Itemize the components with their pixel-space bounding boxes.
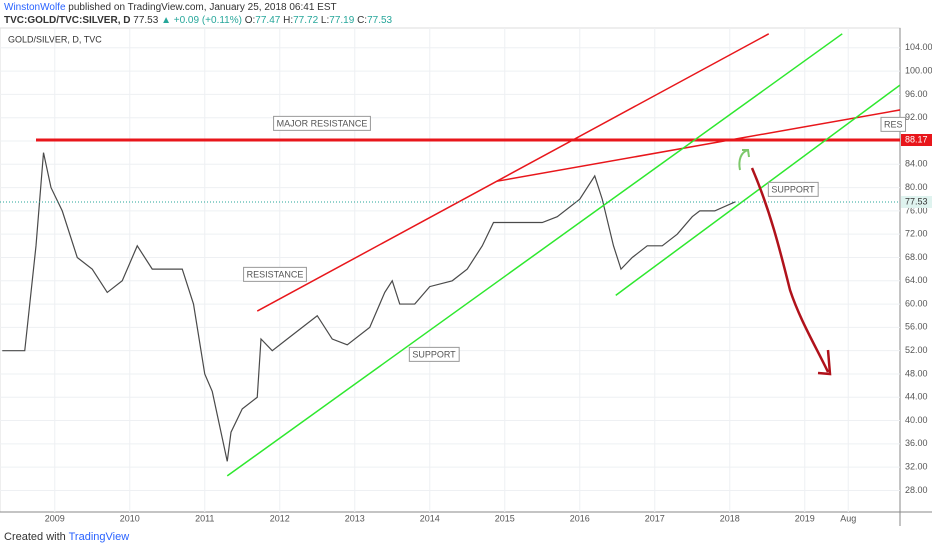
- y-tick-label: 104.00: [905, 42, 932, 52]
- y-tick-label: 56.00: [905, 322, 928, 332]
- x-tick-label: 2016: [570, 513, 590, 523]
- header-line: WinstonWolfe published on TradingView.co…: [4, 2, 337, 13]
- footer: Created with TradingView: [4, 531, 129, 543]
- h-label: H:: [283, 15, 294, 26]
- annotation-box: [408, 346, 460, 362]
- annotation-text: MAJOR RESISTANCE: [277, 118, 368, 128]
- y-tick-label: 48.00: [905, 368, 928, 378]
- y-tick-label: 72.00: [905, 229, 928, 239]
- annotation-box: [880, 116, 907, 132]
- y-tick-label: 52.00: [905, 345, 928, 355]
- created-with: Created with: [4, 531, 66, 543]
- l-label: L:: [320, 15, 330, 26]
- x-tick-label: 2013: [345, 513, 365, 523]
- y-tick-label: 96.00: [905, 89, 928, 99]
- trend-line: [497, 109, 900, 182]
- symbol: TVC:GOLD/TVC:SILVER, D: [4, 15, 131, 26]
- annotation: MAJOR RESISTANCE: [273, 115, 371, 131]
- annotation-text: RESISTANCE: [247, 269, 304, 279]
- annotation-box: [243, 266, 307, 282]
- annotation-box: [273, 115, 371, 131]
- hand-arrow-down: [750, 167, 832, 376]
- trend-line: [256, 33, 770, 312]
- ticker-line: TVC:GOLD/TVC:SILVER, D 77.53 ▲ +0.09 (+0…: [4, 15, 392, 26]
- chart: GOLD/SILVER, D, TVC MAJOR RESISTANCERESI…: [0, 27, 932, 526]
- x-tick-label: Aug: [840, 513, 856, 523]
- x-tick-label: 2015: [495, 513, 515, 523]
- annotation: RES: [880, 116, 907, 132]
- y-tick-label: 92.00: [905, 112, 928, 122]
- y-tick-label: 64.00: [905, 275, 928, 285]
- high: 77.72: [293, 15, 319, 26]
- annotation: RESISTANCE: [243, 266, 307, 282]
- y-tick-label: 80.00: [905, 182, 928, 192]
- x-tick-label: 2012: [270, 513, 290, 523]
- price-line: [2, 152, 736, 462]
- o-label: O:: [244, 15, 256, 26]
- y-tick-label: 32.00: [905, 462, 928, 472]
- annotation-text: SUPPORT: [412, 349, 456, 359]
- hand-arrow-up: [738, 149, 750, 171]
- last-price-label: 77.53: [905, 196, 928, 206]
- x-tick-label: 2009: [45, 513, 65, 523]
- y-tick-label: 28.00: [905, 485, 928, 495]
- x-tick-label: 2017: [645, 513, 665, 523]
- y-tick-label: 68.00: [905, 252, 928, 262]
- trend-line: [615, 84, 900, 296]
- annotation: SUPPORT: [767, 181, 819, 197]
- last-price-box: [901, 195, 932, 208]
- y-tick-label: 84.00: [905, 159, 928, 169]
- change: ▲ +0.09 (+0.11%): [161, 15, 242, 26]
- resistance-box: [901, 134, 932, 147]
- x-tick-label: 2011: [195, 513, 214, 523]
- published: published on TradingView.com, January 25…: [68, 2, 337, 13]
- open: 77.47: [255, 15, 281, 26]
- last: 77.53: [133, 15, 159, 26]
- brand[interactable]: TradingView: [68, 531, 130, 543]
- trend-line: [226, 33, 843, 477]
- x-tick-label: 2010: [120, 513, 140, 523]
- low: 77.19: [329, 15, 355, 26]
- y-tick-label: 76.00: [905, 205, 928, 215]
- resistance-label: 88.17: [905, 134, 928, 144]
- y-tick-label: 40.00: [905, 415, 928, 425]
- annotation-text: RES: [884, 119, 903, 129]
- close: 77.53: [367, 15, 393, 26]
- y-tick-label: 100.00: [905, 65, 932, 75]
- c-label: C:: [357, 15, 368, 26]
- annotation-box: [767, 181, 819, 197]
- y-tick-label: 36.00: [905, 438, 928, 448]
- x-tick-label: 2018: [720, 513, 740, 523]
- plot-area: [0, 27, 901, 513]
- y-tick-label: 44.00: [905, 392, 928, 402]
- y-tick-label: 60.00: [905, 298, 928, 308]
- x-tick-label: 2019: [795, 513, 815, 523]
- author[interactable]: WinstonWolfe: [4, 2, 66, 13]
- annotation-text: SUPPORT: [771, 184, 815, 194]
- annotation: SUPPORT: [408, 346, 460, 362]
- x-tick-label: 2014: [420, 513, 440, 523]
